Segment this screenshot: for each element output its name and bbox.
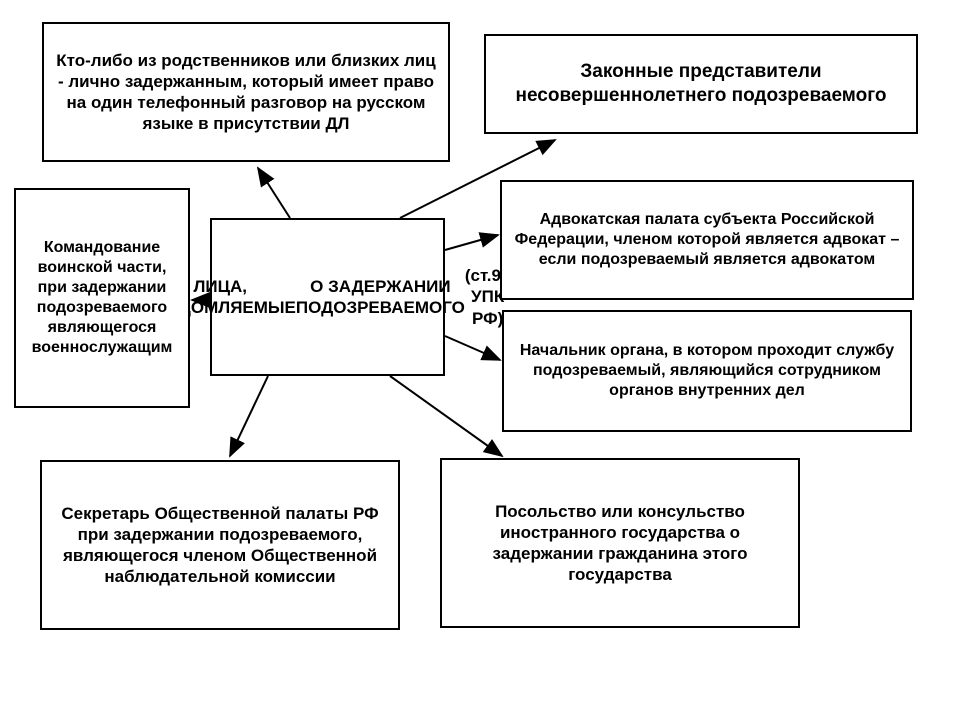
node-text: Кто-либо из родственников или близких ли… — [54, 50, 438, 135]
center-node: ЛИЦА, УВЕДОМЛЯЕМЫЕО ЗАДЕРЖАНИИ ПОДОЗРЕВА… — [210, 218, 445, 376]
node-legal_reps: Законные представители несовершеннолетне… — [484, 34, 918, 134]
node-text: Посольство или консульство иностранного … — [452, 501, 788, 586]
arrow — [258, 168, 290, 218]
node-text: Начальник органа, в котором проходит слу… — [514, 341, 900, 401]
node-internal_affairs: Начальник органа, в котором проходит слу… — [502, 310, 912, 432]
node-relatives: Кто-либо из родственников или близких ли… — [42, 22, 450, 162]
node-text: Командование воинской части, при задержа… — [26, 238, 178, 358]
arrow — [390, 376, 502, 456]
arrow — [445, 235, 498, 250]
node-embassy: Посольство или консульство иностранного … — [440, 458, 800, 628]
arrow — [445, 336, 500, 360]
arrow — [230, 376, 268, 456]
node-military: Командование воинской части, при задержа… — [14, 188, 190, 408]
center-line: О ЗАДЕРЖАНИИ ПОДОЗРЕВАЕМОГО — [296, 276, 465, 319]
diagram-canvas: ЛИЦА, УВЕДОМЛЯЕМЫЕО ЗАДЕРЖАНИИ ПОДОЗРЕВА… — [0, 0, 960, 720]
node-text: Секретарь Общественной палаты РФ при зад… — [52, 503, 388, 588]
node-bar_assoc: Адвокатская палата субъекта Российской Ф… — [500, 180, 914, 300]
node-text: Законные представители несовершеннолетне… — [496, 60, 906, 108]
node-text: Адвокатская палата субъекта Российской Ф… — [512, 210, 902, 270]
node-public_chamber: Секретарь Общественной палаты РФ при зад… — [40, 460, 400, 630]
